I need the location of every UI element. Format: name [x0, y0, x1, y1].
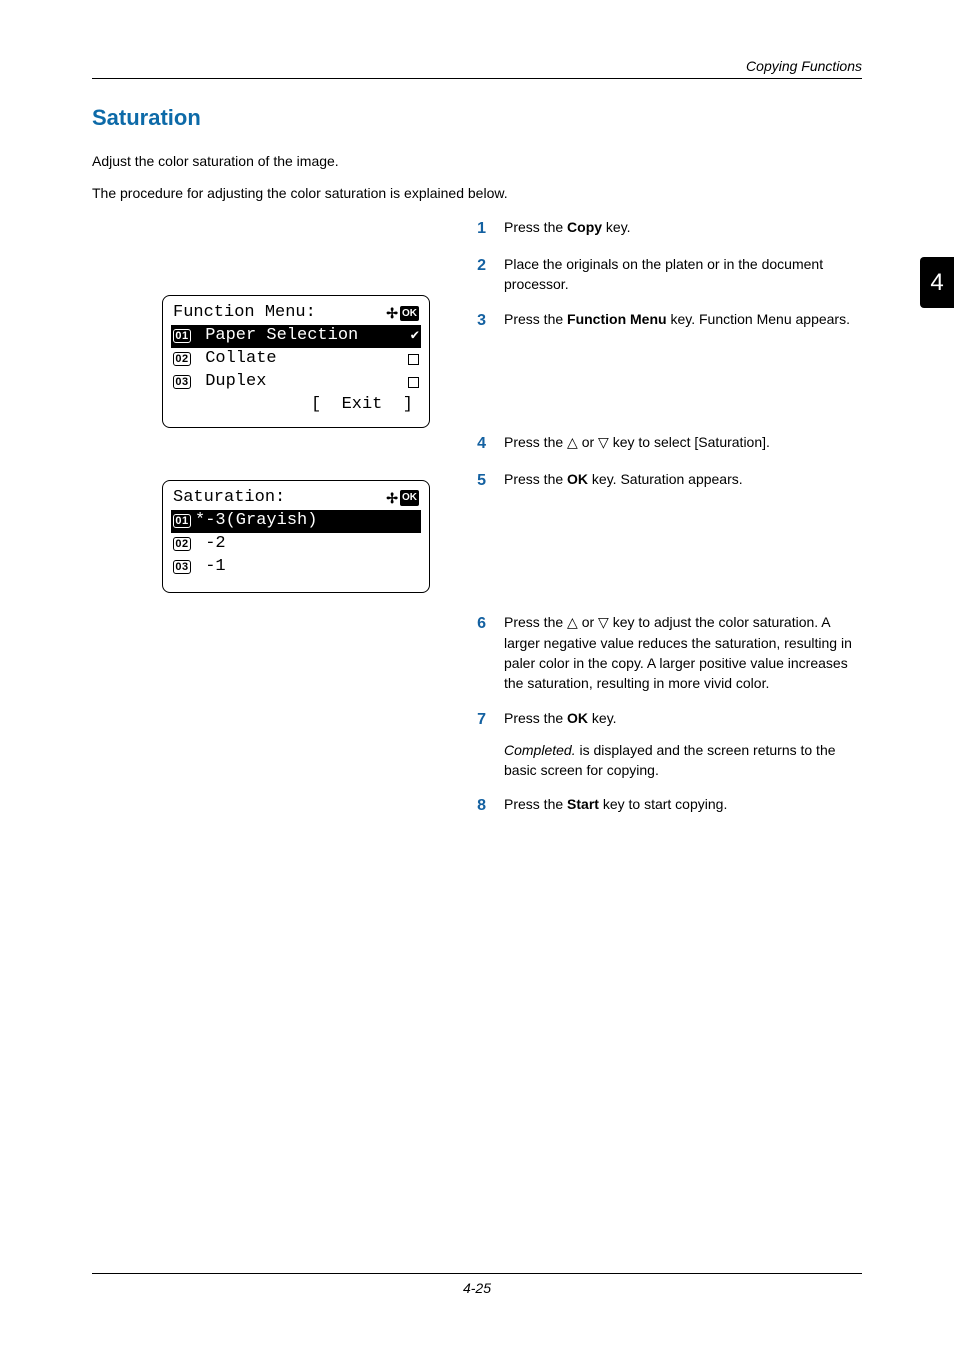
step7-post: key.	[588, 710, 617, 726]
step7-bold: OK	[567, 710, 588, 726]
step4-pre: Press the	[504, 434, 567, 450]
lcd1-footer: [ Exit ]	[171, 394, 421, 417]
down-triangle-icon: ▽	[598, 614, 609, 630]
nav-ok-icon: ✢OK	[386, 306, 419, 322]
step7b-ital: Completed.	[504, 742, 576, 758]
step8-post: key to start copying.	[599, 796, 727, 812]
lcd1-title: Function Menu:	[173, 302, 386, 325]
step3-pre: Press the	[504, 311, 567, 327]
step-7: 7 Press the OK key. Completed. is displa…	[472, 708, 862, 781]
step-8: 8 Press the Start key to start copying.	[472, 794, 862, 817]
lcd2-row1-num: 01	[173, 514, 191, 528]
nav-ok-icon: ✢OK	[386, 490, 419, 506]
step-number: 7	[472, 708, 486, 781]
step1-pre: Press the	[504, 219, 567, 235]
step-number: 6	[472, 612, 486, 693]
lcd1-row3-num: 03	[173, 375, 191, 389]
lcd1-row-2: 02 Collate	[171, 348, 421, 371]
step8-pre: Press the	[504, 796, 567, 812]
lcd1-row3-label: Duplex	[195, 371, 266, 394]
down-triangle-icon: ▽	[598, 434, 609, 450]
intro-paragraph-1: Adjust the color saturation of the image…	[92, 153, 862, 169]
step-1: 1 Press the Copy key.	[472, 217, 862, 240]
step8-bold: Start	[567, 796, 599, 812]
lcd1-row-1: 01 Paper Selection ✔	[171, 325, 421, 348]
step6-pre: Press the	[504, 614, 567, 630]
step6-mid: or	[578, 614, 598, 630]
step-3: 3 Press the Function Menu key. Function …	[472, 309, 862, 332]
step-6: 6 Press the △ or ▽ key to adjust the col…	[472, 612, 862, 693]
up-triangle-icon: △	[567, 614, 578, 630]
lcd1-row-3: 03 Duplex	[171, 371, 421, 394]
lcd2-row-3: 03 -1	[171, 556, 421, 579]
step3-post: key. Function Menu appears.	[667, 311, 850, 327]
lcd2-row2-num: 02	[173, 537, 191, 551]
lcd-saturation: Saturation: ✢OK 01 *-3(Grayish) 02 -2 03…	[162, 480, 430, 594]
step-2: 2 Place the originals on the platen or i…	[472, 254, 862, 295]
step-4: 4 Press the △ or ▽ key to select [Satura…	[472, 432, 862, 455]
lcd2-row3-label: -1	[195, 556, 226, 579]
step7-pre: Press the	[504, 710, 567, 726]
lcd2-title: Saturation:	[173, 487, 386, 510]
page-footer: 4-25	[92, 1273, 862, 1296]
step5-pre: Press the	[504, 471, 567, 487]
step-number: 4	[472, 432, 486, 455]
lcd2-row2-label: -2	[195, 533, 226, 556]
lcd1-row2-num: 02	[173, 352, 191, 366]
step4-post: key to select [Saturation].	[609, 434, 770, 450]
intro-paragraph-2: The procedure for adjusting the color sa…	[92, 185, 862, 201]
step-number: 5	[472, 469, 486, 492]
step-number: 2	[472, 254, 486, 295]
step4-mid: or	[578, 434, 598, 450]
checkmark-icon: ✔	[411, 327, 419, 346]
checkbox-icon	[408, 354, 419, 365]
step1-bold: Copy	[567, 219, 602, 235]
step1-post: key.	[602, 219, 631, 235]
lcd2-row-2: 02 -2	[171, 533, 421, 556]
lcd1-row1-num: 01	[173, 329, 191, 343]
step5-bold: OK	[567, 471, 588, 487]
up-triangle-icon: △	[567, 434, 578, 450]
lcd-function-menu: Function Menu: ✢OK 01 Paper Selection ✔ …	[162, 295, 430, 428]
lcd2-row1-label: *-3(Grayish)	[195, 510, 317, 533]
section-heading: Saturation	[92, 105, 862, 131]
running-header: Copying Functions	[92, 58, 862, 79]
step3-bold: Function Menu	[567, 311, 667, 327]
step-5: 5 Press the OK key. Saturation appears.	[472, 469, 862, 492]
step2-body: Place the originals on the platen or in …	[504, 254, 862, 295]
lcd2-row3-num: 03	[173, 560, 191, 574]
checkbox-icon	[408, 377, 419, 388]
step-number: 8	[472, 794, 486, 817]
step-number: 1	[472, 217, 486, 240]
step5-post: key. Saturation appears.	[588, 471, 743, 487]
lcd1-row1-label: Paper Selection	[195, 325, 358, 348]
lcd2-row-1: 01 *-3(Grayish)	[171, 510, 421, 533]
step-number: 3	[472, 309, 486, 332]
lcd1-row2-label: Collate	[195, 348, 277, 371]
